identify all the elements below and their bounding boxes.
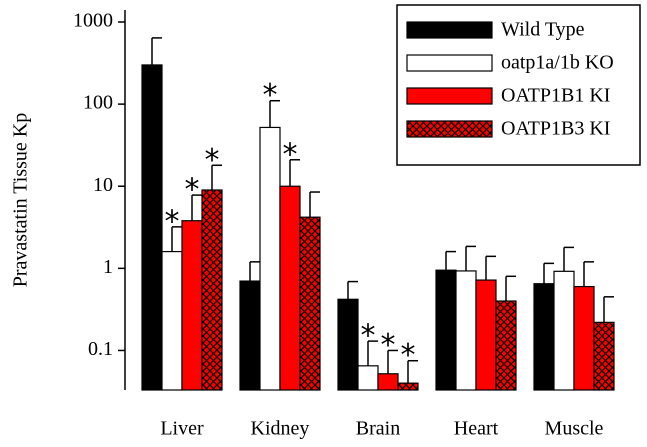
significance-marker: *	[283, 137, 298, 172]
bar	[455, 270, 477, 391]
bar	[337, 298, 359, 391]
bar	[161, 250, 183, 391]
x-tick-label: Liver	[160, 418, 204, 440]
significance-marker: *	[263, 78, 278, 113]
y-tick-label: 0.1	[88, 338, 113, 360]
significance-marker: *	[165, 204, 180, 239]
significance-marker: *	[381, 328, 396, 363]
x-tick-label: Brain	[356, 418, 400, 440]
significance-marker: *	[361, 319, 376, 354]
bar	[397, 382, 419, 391]
bar	[435, 269, 457, 391]
legend-swatch	[406, 21, 493, 39]
bar	[299, 216, 321, 391]
y-tick-label: 10	[93, 174, 113, 196]
bar	[141, 64, 163, 391]
bar	[357, 365, 379, 391]
y-tick-label: 100	[83, 92, 113, 114]
y-tick-label: 1	[103, 256, 113, 278]
bar	[201, 189, 223, 391]
legend-label: oatp1a/1b KO	[501, 52, 614, 74]
x-tick-label: Kidney	[251, 418, 310, 440]
significance-marker: *	[185, 173, 200, 208]
bar	[495, 300, 517, 391]
legend-swatch	[406, 120, 493, 138]
significance-marker: *	[401, 338, 416, 373]
significance-marker: *	[205, 143, 220, 178]
bar	[181, 220, 203, 391]
bar	[279, 185, 301, 391]
bar	[533, 283, 555, 391]
bar	[377, 373, 399, 391]
y-tick-label: 1000	[73, 10, 113, 32]
legend-label: OATP1B1 KI	[501, 85, 610, 107]
bar	[475, 279, 497, 391]
legend-label: OATP1B3 KI	[501, 118, 610, 140]
legend-label: Wild Type	[501, 19, 585, 41]
x-tick-label: Muscle	[545, 418, 604, 440]
legend-swatch	[406, 54, 493, 72]
bar	[239, 280, 261, 391]
bar	[259, 126, 281, 391]
bar	[553, 270, 575, 391]
y-axis-label: Pravastatin Tissue Kp	[10, 113, 32, 287]
x-tick-label: Heart	[454, 418, 499, 440]
bar	[573, 285, 595, 391]
bar	[593, 321, 615, 391]
legend-swatch	[406, 87, 493, 105]
